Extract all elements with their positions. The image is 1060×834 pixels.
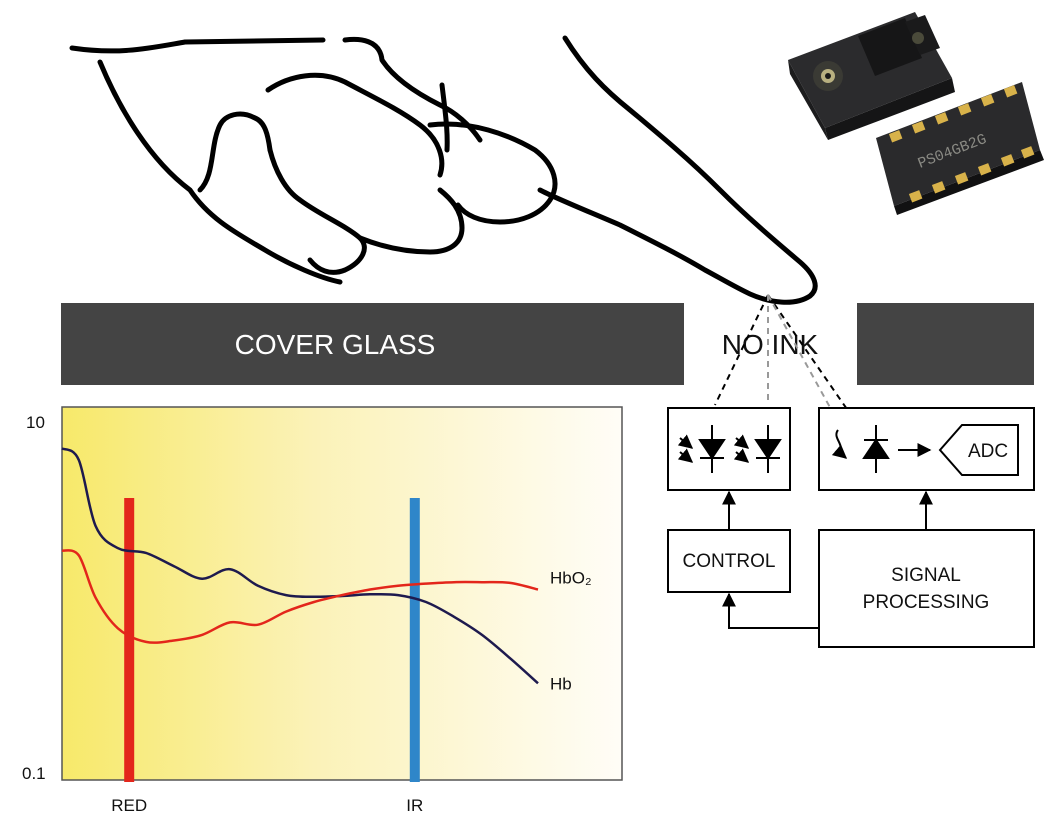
control-box: [667, 529, 791, 593]
cover-glass-label: COVER GLASS: [235, 329, 436, 360]
cover-glass: COVER GLASS NO INK: [61, 303, 1034, 385]
adc-block: [938, 424, 1019, 476]
led-light-path-black: [714, 294, 769, 406]
light-paths: [714, 294, 861, 442]
cover-glass-left: [61, 303, 684, 385]
sensor-chip-image: PS04GB2G: [788, 12, 1044, 215]
series-line-hb: [61, 447, 539, 685]
photodiode-icon: [831, 425, 890, 473]
hand-illustration: [69, 35, 818, 305]
y-tick-label-top: 10: [26, 413, 45, 432]
block-diagram: ADC CONTROL SIGNAL PROCESSING: [667, 407, 1035, 648]
led-icon: [677, 425, 726, 473]
signal-to-control-arrow: [722, 592, 819, 629]
series-line-hbo2: [61, 549, 539, 644]
led-icon: [733, 425, 782, 473]
wavelength-marker-red: [124, 498, 135, 782]
control-label: CONTROL: [683, 551, 776, 572]
chart-plot-area: [61, 406, 623, 781]
signal-processing-label-line1: SIGNAL: [891, 565, 961, 586]
signal-processing-label-line2: PROCESSING: [863, 592, 990, 613]
no-ink-label: NO INK: [722, 329, 819, 360]
y-tick-label-bottom: 0.1: [22, 764, 46, 783]
reflected-light-path-black: [767, 294, 861, 430]
series-label-hbo2: HbO₂: [550, 569, 592, 588]
wavelength-marker-ir: [409, 498, 420, 782]
adc-label: ADC: [968, 441, 1008, 462]
signal-processing-box: [818, 529, 1035, 648]
reflected-light-path-gray: [767, 294, 849, 442]
x-marker-label-ir: IR: [406, 796, 423, 815]
cover-glass-right: [857, 303, 1034, 385]
x-marker-label-red: RED: [111, 796, 147, 815]
absorption-chart: RED IR Hb HbO₂ 10 0.1: [22, 406, 623, 815]
series-label-hb: Hb: [550, 674, 572, 693]
